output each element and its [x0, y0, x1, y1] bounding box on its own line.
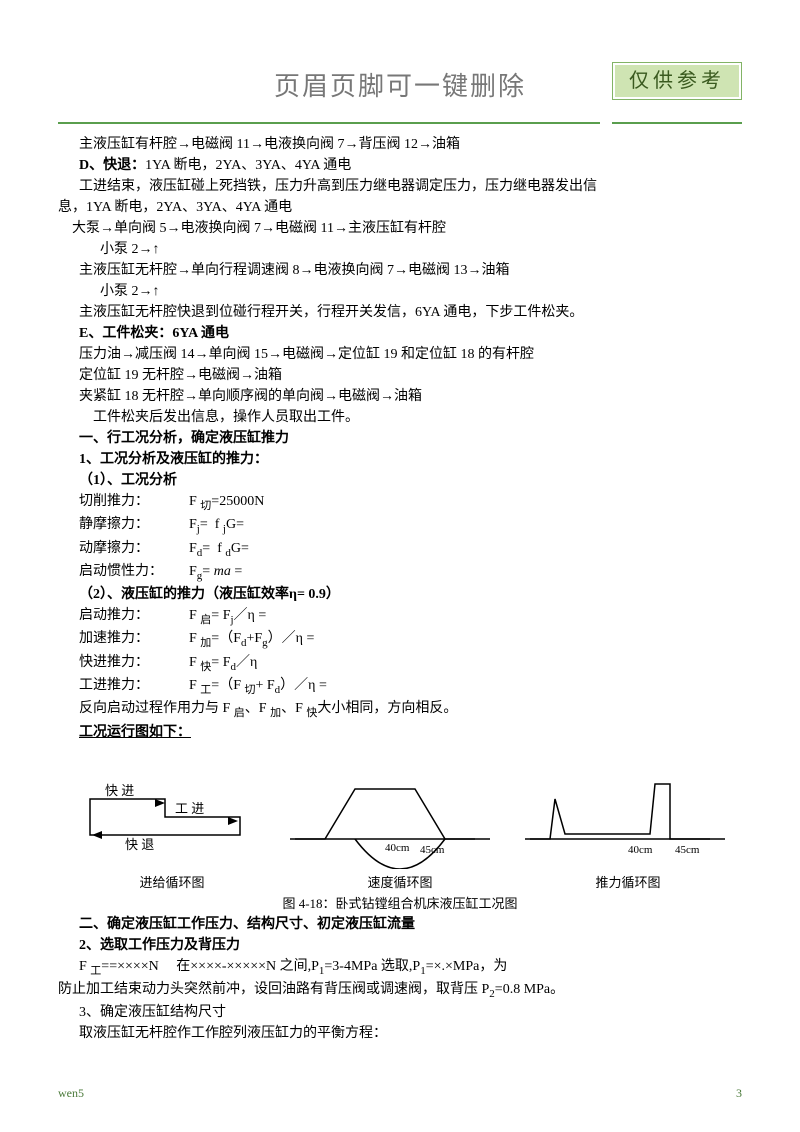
force-label: 工进推力：	[58, 675, 189, 698]
feed-cycle-diagram: 快 进 工 进 快 退	[70, 769, 260, 869]
force-label: 加速推力：	[58, 628, 189, 651]
force-label: 启动推力：	[58, 605, 189, 628]
force-label: 切削推力：	[58, 491, 189, 514]
text-run: 1YA 断电，2YA、3YA、4YA 通电	[145, 158, 351, 173]
text-line: 定位缸 19 无杆腔→电磁阀→油箱	[58, 365, 742, 386]
force-row: 快进推力：F 快= Fd／η	[58, 652, 742, 675]
heading-underlined: 工况运行图如下：	[58, 722, 742, 743]
fig-label: 45cm	[675, 844, 700, 856]
heading: （2）、液压缸的推力（液压缸效率η= 0.9）	[58, 584, 742, 605]
heading: 1、工况分析及液压缸的推力：	[58, 449, 742, 470]
text-line: 主液压缸无杆腔→单向行程调速阀 8→电液换向阀 7→电磁阀 13→油箱	[58, 260, 742, 281]
header-rule	[58, 122, 742, 124]
rule-right	[612, 122, 742, 124]
fig-caption: 速度循环图	[286, 873, 514, 893]
bold-run: D、快退：	[79, 158, 145, 173]
speed-cycle-diagram: 40cm 45cm	[285, 769, 495, 869]
force-row: 加速推力：F 加=（Fd+Fg）／η =	[58, 628, 742, 651]
force-expr: Fd= f dG=	[189, 538, 249, 561]
text-line: 工进结束，液压缸碰上死挡铁，压力升高到压力继电器调定压力，压力继电器发出信	[58, 176, 742, 197]
heading: 3、确定液压缸结构尺寸	[58, 1002, 742, 1023]
force-label: 快进推力：	[58, 652, 189, 675]
figure-row: 快 进 工 进 快 退 40cm 45cm	[58, 749, 742, 869]
header-badge: 仅供参考	[612, 62, 742, 100]
text-line: 小泵 2→↑	[58, 239, 742, 260]
fig-label: 40cm	[628, 844, 653, 856]
fig-label: 快 退	[125, 837, 154, 852]
force-row: 启动惯性力：Fg= ma =	[58, 561, 742, 584]
heading: 2、选取工作压力及背压力	[58, 935, 742, 956]
force-expr: Fj= f jG=	[189, 514, 244, 537]
heading: （1）、工况分析	[58, 470, 742, 491]
footer-left: wen5	[58, 1084, 84, 1102]
force-label: 动摩擦力：	[58, 538, 189, 561]
figure-block: 快 进 工 进 快 退 40cm 45cm	[58, 749, 742, 914]
force-expr: Fg= ma =	[189, 561, 242, 584]
fig-label: 工 进	[175, 801, 204, 816]
thrust-cycle-diagram: 40cm 45cm	[520, 769, 730, 869]
force-expr: F 快= Fd／η	[189, 652, 257, 675]
text-line: 大泵→单向阀 5→电液换向阀 7→电磁阀 11→主液压缸有杆腔	[58, 218, 742, 239]
force-expr: F 切=25000N	[189, 491, 264, 514]
force-row: 动摩擦力：Fd= f dG=	[58, 538, 742, 561]
figure-captions: 进给循环图 速度循环图 推力循环图	[58, 873, 742, 893]
heading: 二、确定液压缸工作压力、结构尺寸、初定液压缸流量	[58, 914, 742, 935]
text-line: 反向启动过程作用力与 F 启、F 加、F 快大小相同，方向相反。	[58, 698, 742, 721]
force-row: 静摩擦力：Fj= f jG=	[58, 514, 742, 537]
text-line: 夹紧缸 18 无杆腔→单向顺序阀的单向阀→电磁阀→油箱	[58, 386, 742, 407]
heading: 一、行工况分析，确定液压缸推力	[58, 428, 742, 449]
force-label: 静摩擦力：	[58, 514, 189, 537]
badge-text: 仅供参考	[629, 66, 725, 96]
fig-label: 40cm	[385, 842, 410, 854]
figure-title: 图 4-18：卧式钻镗组合机床液压缸工况图	[58, 894, 742, 914]
text-line: 主液压缸无杆腔快退到位碰行程开关，行程开关发信，6YA 通电，下步工件松夹。	[58, 302, 742, 323]
page-footer: wen5 3	[58, 1084, 742, 1102]
fig-caption: 进给循环图	[58, 873, 286, 893]
force-row: 切削推力：F 切=25000N	[58, 491, 742, 514]
text-line: 取液压缸无杆腔作工作腔列液压缸力的平衡方程：	[58, 1023, 742, 1044]
heading: E、工件松夹：6YA 通电	[58, 323, 742, 344]
force-row: 启动推力：F 启= Fj／η =	[58, 605, 742, 628]
text-line: 息，1YA 断电，2YA、3YA、4YA 通电	[58, 197, 742, 218]
page-header: 页眉页脚可一键删除 仅供参考	[58, 60, 742, 112]
text-line: D、快退：1YA 断电，2YA、3YA、4YA 通电	[58, 155, 742, 176]
force-expr: F 工=（F 切+ Fd）／η =	[189, 675, 327, 698]
fig-label: 快 进	[105, 783, 134, 798]
fig-caption: 推力循环图	[514, 873, 742, 893]
text-line: 主液压缸有杆腔→电磁阀 11→电液换向阀 7→背压阀 12→油箱	[58, 134, 742, 155]
footer-right: 3	[736, 1084, 742, 1102]
text-line: 压力油→减压阀 14→单向阀 15→电磁阀→定位缸 19 和定位缸 18 的有杆…	[58, 344, 742, 365]
text-line: F 工==××××N 在××××-×××××N 之间,P1=3-4MPa 选取,…	[58, 956, 742, 979]
text-line: 防止加工结束动力头突然前冲，设回油路有背压阀或调速阀，取背压 P2=0.8 MP…	[58, 979, 742, 1002]
force-label: 启动惯性力：	[58, 561, 189, 584]
fig-label: 45cm	[420, 844, 445, 856]
document-body: 主液压缸有杆腔→电磁阀 11→电液换向阀 7→背压阀 12→油箱 D、快退：1Y…	[58, 124, 742, 1044]
rule-left	[58, 122, 600, 124]
text-line: 小泵 2→↑	[58, 281, 742, 302]
force-expr: F 启= Fj／η =	[189, 605, 266, 628]
text-line: 工件松夹后发出信息，操作人员取出工件。	[58, 407, 742, 428]
force-row: 工进推力：F 工=（F 切+ Fd）／η =	[58, 675, 742, 698]
force-expr: F 加=（Fd+Fg）／η =	[189, 628, 314, 651]
